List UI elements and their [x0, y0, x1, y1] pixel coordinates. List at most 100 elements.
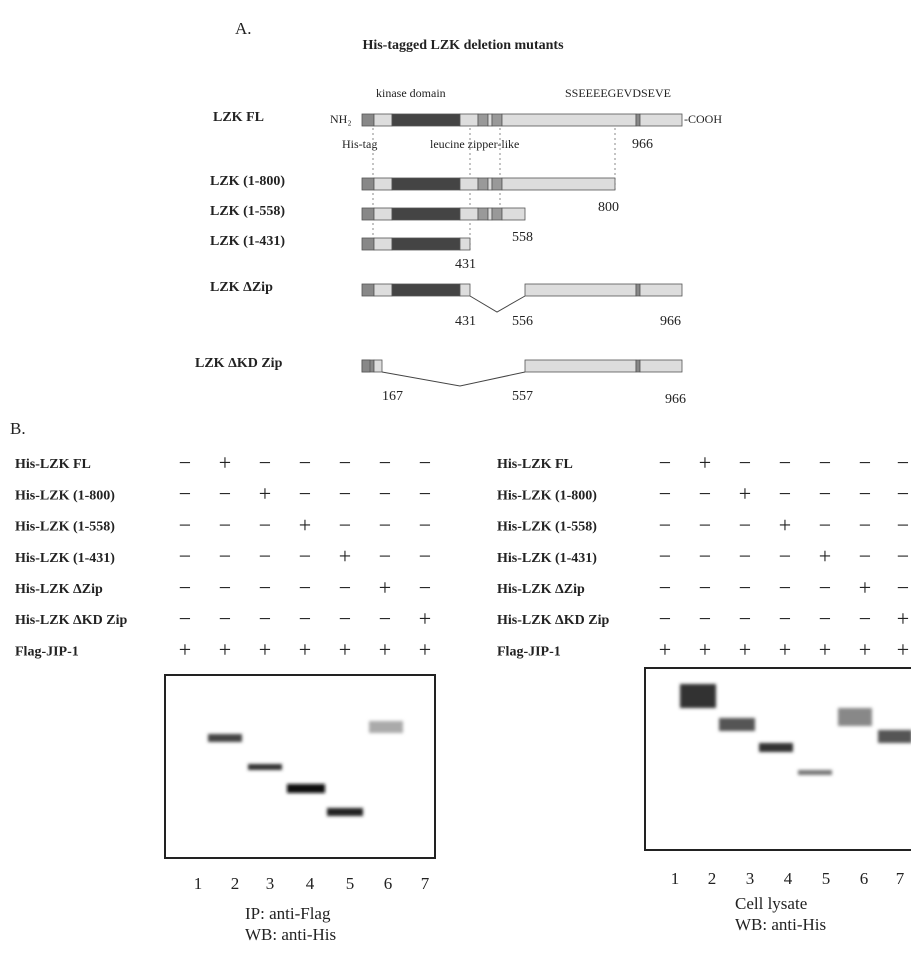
domain	[362, 114, 374, 126]
domain	[478, 114, 488, 126]
row-label: His-LZK ΔKD Zip	[15, 613, 127, 628]
annotation: NH₂	[330, 112, 352, 126]
row-label: His-LZK FL	[15, 457, 91, 472]
sign: +	[819, 544, 831, 569]
sign: −	[379, 606, 391, 631]
sign: −	[419, 544, 431, 569]
lane-number: 2	[231, 874, 240, 893]
panel-label: A.	[235, 19, 252, 38]
sign: −	[779, 450, 791, 475]
domain	[392, 178, 460, 190]
sign: −	[299, 606, 311, 631]
lane-number: 7	[421, 874, 430, 893]
sign: +	[819, 637, 831, 662]
lane-number: 1	[671, 869, 680, 888]
sign: −	[259, 450, 271, 475]
domain	[460, 208, 478, 220]
sign: −	[897, 512, 909, 537]
domain	[362, 178, 374, 190]
deletion	[382, 372, 525, 386]
lane-number: 3	[746, 869, 755, 888]
domain	[492, 178, 502, 190]
domain	[636, 284, 640, 296]
sign: −	[299, 481, 311, 506]
domain	[525, 360, 636, 372]
sign: −	[339, 606, 351, 631]
row-label: His-LZK (1-558)	[497, 520, 597, 535]
sign: −	[699, 606, 711, 631]
position-label: 431	[455, 257, 476, 272]
domain	[478, 178, 488, 190]
sign: +	[739, 637, 751, 662]
sign: +	[859, 637, 871, 662]
deletion	[470, 296, 525, 312]
sign: −	[379, 450, 391, 475]
sign: +	[897, 606, 909, 631]
domain	[374, 238, 392, 250]
domain	[392, 238, 460, 250]
construct-name: LZK (1-558)	[210, 204, 285, 219]
sign: −	[659, 544, 671, 569]
sign: −	[699, 575, 711, 600]
annotation: leucine zipper-like	[430, 137, 519, 151]
blot-frame	[165, 675, 435, 858]
domain	[362, 238, 374, 250]
sign: −	[339, 512, 351, 537]
lane-number: 7	[896, 869, 905, 888]
lane-number: 6	[860, 869, 869, 888]
sign: −	[897, 575, 909, 600]
domain	[392, 208, 460, 220]
sign: −	[259, 575, 271, 600]
annotation: His-tag	[342, 137, 377, 151]
sign: −	[819, 512, 831, 537]
sign: −	[859, 606, 871, 631]
row-label: His-LZK (1-558)	[15, 520, 115, 535]
sign: −	[339, 481, 351, 506]
sign: −	[859, 544, 871, 569]
caption: WB: anti-His	[245, 925, 336, 944]
domain	[502, 114, 636, 126]
sign: −	[259, 606, 271, 631]
sign: −	[859, 512, 871, 537]
sign: −	[739, 575, 751, 600]
sign: −	[819, 481, 831, 506]
position-label: 966	[632, 137, 653, 152]
sign: −	[219, 606, 231, 631]
sign: −	[819, 606, 831, 631]
annotation: kinase domain	[376, 86, 446, 100]
annotation: -COOH	[684, 112, 722, 126]
position-label: 556	[512, 314, 533, 329]
sign: −	[859, 450, 871, 475]
domain	[374, 178, 392, 190]
row-label: His-LZK (1-800)	[15, 488, 115, 503]
row-label: Flag-JIP-1	[497, 644, 561, 659]
sign: −	[299, 544, 311, 569]
row-label: His-LZK ΔKD Zip	[497, 613, 609, 628]
sign: +	[339, 637, 351, 662]
sign: −	[419, 575, 431, 600]
position-label: 966	[665, 392, 686, 407]
lane-number: 2	[708, 869, 717, 888]
figure: A. His-tagged LZK deletion mutants kinas…	[0, 0, 911, 961]
domain	[460, 178, 478, 190]
lane-number: 6	[384, 874, 393, 893]
sign: −	[299, 450, 311, 475]
domain	[362, 284, 374, 296]
sign: +	[299, 637, 311, 662]
panel-title: His-tagged LZK deletion mutants	[362, 38, 564, 53]
sign: −	[739, 512, 751, 537]
row-label: His-LZK (1-800)	[497, 488, 597, 503]
annotation: SSEEEEGEVDSEVE	[565, 86, 671, 100]
domain	[488, 208, 492, 220]
sign: −	[259, 544, 271, 569]
domain	[492, 114, 502, 126]
domain	[460, 284, 470, 296]
domain	[392, 284, 460, 296]
lane-number: 4	[306, 874, 315, 893]
caption: WB: anti-His	[735, 915, 826, 934]
sign: −	[419, 450, 431, 475]
domain	[525, 284, 636, 296]
position-label: 431	[455, 314, 476, 329]
row-label: His-LZK FL	[497, 457, 573, 472]
